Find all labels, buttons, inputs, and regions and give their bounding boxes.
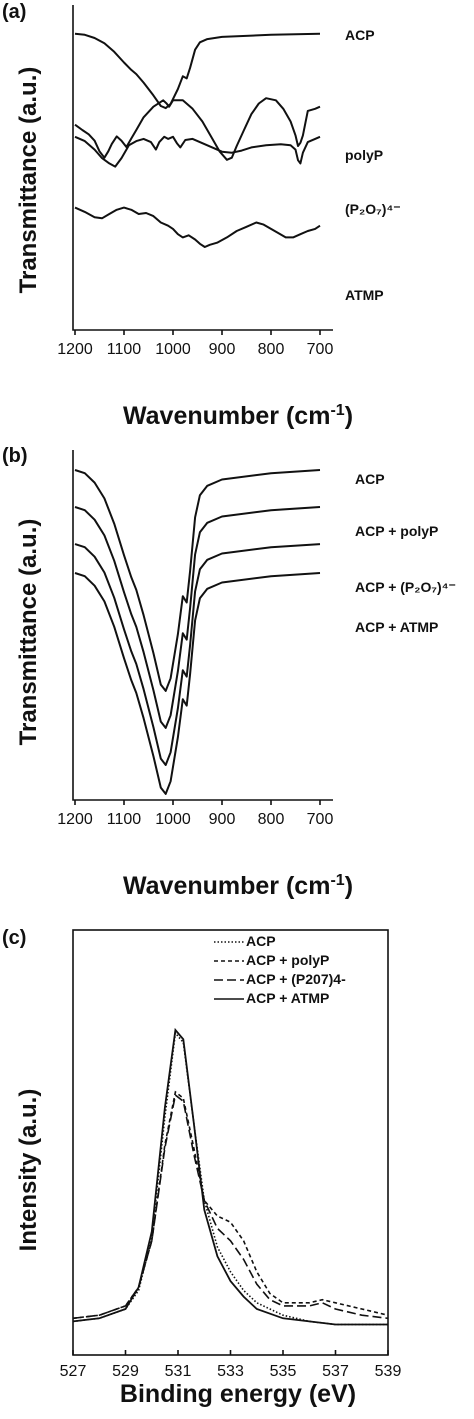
xps-line-0 — [72, 1031, 388, 1326]
x-tick-label: 1100 — [107, 811, 142, 828]
x-tick-label: 800 — [258, 811, 285, 828]
x-tick-label: 900 — [209, 811, 236, 828]
x-tick-label: 529 — [112, 1363, 139, 1380]
xps-line-1 — [72, 1090, 389, 1320]
x-tick-label: 1200 — [57, 811, 93, 828]
x-tick-label: 1000 — [155, 811, 191, 828]
panel-a-label: (a) — [2, 1, 26, 23]
x-tick-label: 535 — [270, 1363, 297, 1380]
legend-entry-0: ACP — [246, 933, 276, 949]
panel-a-label-p2o7: (P₂O₇)⁴⁻ — [345, 201, 401, 217]
panel-a-spectra — [74, 32, 321, 248]
panel-a-label-acp: ACP — [345, 27, 375, 43]
spectrum-line-0 — [74, 469, 321, 692]
panel-b-label-acp-p2o7: ACP + (P₂O₇)⁴⁻ — [355, 579, 456, 595]
panel-c-legend: ACP ACP + polyP ACP + (P207)4- ACP + ATMP — [214, 933, 346, 1006]
panel-b-label-acp: ACP — [355, 471, 385, 487]
panel-c-spectra — [72, 1027, 389, 1326]
panel-c-x-ticks: 527 529 531 533 535 537 539 — [60, 1350, 402, 1380]
x-tick-label: 1200 — [57, 341, 93, 358]
panel-a-y-axis-label: Transmittance (a.u.) — [15, 67, 42, 294]
panel-a-label-atmp: ATMP — [345, 287, 384, 303]
panel-a-label-polyp: polyP — [345, 147, 383, 163]
spectrum-line-3 — [74, 572, 321, 795]
x-tick-label: 700 — [307, 811, 334, 828]
x-tick-label: 700 — [307, 341, 334, 358]
x-tick-label: 537 — [322, 1363, 349, 1380]
panel-c: (c) Intensity (a.u.) 527 529 531 533 535 537 5… — [2, 927, 401, 1408]
panel-b-label-acp-atmp: ACP + ATMP — [355, 619, 438, 635]
panel-a-x-axis-label: Wavenumber (cm-1) — [123, 402, 353, 430]
x-tick-label: 527 — [60, 1363, 87, 1380]
x-tick-label: 900 — [209, 341, 236, 358]
spectrum-line-3 — [74, 206, 321, 248]
panel-b-label: (b) — [2, 445, 28, 467]
legend-entry-3: ACP + ATMP — [246, 990, 329, 1006]
panel-c-plot-frame — [72, 929, 389, 1356]
panel-a: (a) Transmittance (a.u.) 1200 1100 1000 900… — [2, 1, 401, 430]
x-tick-label: 533 — [217, 1363, 244, 1380]
x-tick-label: 539 — [375, 1363, 402, 1380]
x-tick-label: 531 — [165, 1363, 192, 1380]
panel-b: (b) Transmittance (a.u.) 1200 1100 1000 900… — [2, 445, 456, 900]
panel-c-x-axis-label: Binding energy (eV) — [120, 1380, 356, 1408]
panel-b-x-ticks: 1200 1100 1000 900 800 700 — [57, 800, 333, 828]
panel-b-x-axis-label: Wavenumber (cm-1) — [123, 872, 353, 900]
spectrum-line-0 — [74, 32, 321, 110]
spectrum-line-2 — [74, 135, 321, 168]
panel-b-spectra — [74, 469, 321, 795]
spectrum-line-1 — [74, 97, 321, 161]
x-tick-label: 1100 — [107, 341, 142, 358]
panel-b-y-axis-label: Transmittance (a.u.) — [15, 519, 42, 746]
xps-line-2 — [72, 1093, 389, 1320]
panel-b-axes — [72, 450, 333, 801]
x-tick-label: 800 — [258, 341, 285, 358]
legend-entry-1: ACP + polyP — [246, 952, 329, 968]
panel-b-label-acp-polyp: ACP + polyP — [355, 523, 438, 539]
spectrum-line-1 — [74, 506, 321, 729]
panel-a-x-ticks: 1200 1100 1000 900 800 700 — [57, 330, 333, 358]
panel-c-y-axis-label: Intensity (a.u.) — [15, 1089, 42, 1252]
legend-entry-2: ACP + (P207)4- — [246, 971, 346, 987]
panel-c-label: (c) — [2, 927, 26, 949]
spectrum-line-2 — [74, 543, 321, 766]
x-tick-label: 1000 — [155, 341, 191, 358]
xps-line-3 — [72, 1027, 388, 1326]
panel-a-axes — [72, 5, 333, 331]
